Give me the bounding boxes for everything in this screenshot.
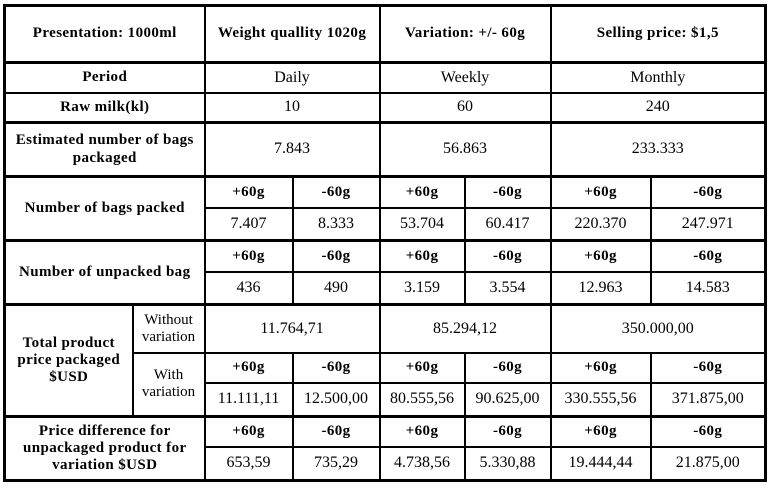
unpacked-bags-header: -60g (649, 239, 767, 273)
with-variation-value: 80.555,56 (378, 381, 466, 418)
total-price-label: Total product price packaged $USD (3, 303, 134, 418)
without-variation-label: Without variation (131, 303, 206, 354)
bags-packed-label: Number of bags packed (3, 175, 206, 242)
variation-cell: Variation: +/- 60g (378, 4, 552, 64)
estimated-bags-daily: 7.843 (203, 121, 381, 178)
price-difference-value: 19.444,44 (549, 445, 652, 482)
period-daily: Daily (203, 61, 381, 94)
price-difference-value: 653,59 (203, 445, 294, 482)
with-variation-value: 12.500,00 (291, 381, 381, 418)
with-variation-value: 90.625,00 (463, 381, 552, 418)
with-variation-value: 371.875,00 (649, 381, 767, 418)
with-variation-header: -60g (649, 351, 767, 384)
period-monthly: Monthly (549, 61, 767, 94)
price-difference-header: +60g (203, 415, 294, 448)
bags-packed-header: -60g (649, 175, 767, 209)
bags-packed-header: -60g (463, 175, 552, 209)
unpacked-bags-value: 490 (291, 270, 381, 306)
price-difference-header-row: Price difference for unpackaged product … (3, 415, 767, 482)
bags-packed-value: 220.370 (549, 206, 652, 242)
with-variation-value: 11.111,11 (203, 381, 294, 418)
selling-price-cell: Selling price: $1,5 (549, 4, 767, 64)
with-variation-header: -60g (463, 351, 552, 384)
with-variation-value: 330.555,56 (549, 381, 652, 418)
with-variation-header: -60g (291, 351, 381, 384)
period-weekly: Weekly (378, 61, 552, 94)
price-difference-header: -60g (463, 415, 552, 448)
estimated-bags-weekly: 56.863 (378, 121, 552, 178)
estimated-bags-label: Estimated number of bags packaged (3, 121, 206, 178)
weight-quality-cell: Weight quallity 1020g (203, 4, 381, 64)
bags-packed-value: 53.704 (378, 206, 466, 242)
estimated-bags-row: Estimated number of bags packaged 7.843 … (3, 121, 767, 178)
price-difference-header: -60g (291, 415, 381, 448)
bags-packed-value: 247.971 (649, 206, 767, 242)
bags-packed-header: -60g (291, 175, 381, 209)
price-difference-label: Price difference for unpackaged product … (3, 415, 206, 482)
total-price-with-variation-header-row: With variation +60g -60g +60g -60g +60g … (5, 351, 767, 418)
raw-milk-monthly: 240 (549, 91, 767, 124)
bags-packed-header: +60g (549, 175, 652, 209)
total-price-without-monthly: 350.000,00 (549, 303, 767, 354)
unpacked-bags-header-row: Number of unpacked bag +60g -60g +60g -6… (3, 239, 767, 306)
raw-milk-label: Raw milk(kl) (3, 91, 206, 124)
bags-packed-header: +60g (203, 175, 294, 209)
unpacked-bags-value: 436 (203, 270, 294, 306)
presentation-cell: Presentation: 1000ml (3, 4, 206, 64)
total-price-without-weekly: 85.294,12 (378, 303, 552, 354)
bags-packed-values-row: 7.407 8.333 53.704 60.417 220.370 247.97… (5, 206, 767, 242)
total-price-without-daily: 11.764,71 (203, 303, 381, 354)
unpacked-bags-value: 3.554 (463, 270, 552, 306)
price-difference-header: +60g (549, 415, 652, 448)
raw-milk-row: Raw milk(kl) 10 60 240 (3, 91, 767, 124)
unpacked-bags-header: +60g (549, 239, 652, 273)
bags-packed-header: +60g (378, 175, 466, 209)
total-price-with-variation-values-row: 11.111,11 12.500,00 80.555,56 90.625,00 … (5, 381, 767, 418)
unpacked-bags-value: 3.159 (378, 270, 466, 306)
header-row: Presentation: 1000ml Weight quallity 102… (3, 4, 767, 64)
milk-packaging-pricing-table: Presentation: 1000ml Weight quallity 102… (3, 4, 768, 482)
price-difference-value: 5.330,88 (463, 445, 552, 482)
total-price-without-variation-row: Total product price packaged $USD Withou… (3, 303, 767, 418)
price-difference-header: -60g (649, 415, 767, 448)
with-variation-header: +60g (378, 351, 466, 384)
price-difference-header: +60g (378, 415, 466, 448)
bags-packed-value: 7.407 (203, 206, 294, 242)
unpacked-bags-header: +60g (378, 239, 466, 273)
price-difference-value: 21.875,00 (649, 445, 767, 482)
period-label: Period (3, 61, 206, 94)
bags-packed-value: 8.333 (291, 206, 381, 242)
price-difference-value: 4.738,56 (378, 445, 466, 482)
with-variation-label: With variation (131, 351, 206, 418)
estimated-bags-monthly: 233.333 (549, 121, 767, 178)
unpacked-bags-label: Number of unpacked bag (3, 239, 206, 306)
unpacked-bags-header: -60g (291, 239, 381, 273)
with-variation-header: +60g (549, 351, 652, 384)
with-variation-header: +60g (203, 351, 294, 384)
raw-milk-weekly: 60 (378, 91, 552, 124)
price-difference-value: 735,29 (291, 445, 381, 482)
unpacked-bags-value: 14.583 (649, 270, 767, 306)
unpacked-bags-header: +60g (203, 239, 294, 273)
unpacked-bags-value: 12.963 (549, 270, 652, 306)
price-difference-values-row: 653,59 735,29 4.738,56 5.330,88 19.444,4… (5, 445, 767, 482)
raw-milk-daily: 10 (203, 91, 381, 124)
bags-packed-value: 60.417 (463, 206, 552, 242)
unpacked-bags-values-row: 436 490 3.159 3.554 12.963 14.583 (5, 270, 767, 306)
unpacked-bags-header: -60g (463, 239, 552, 273)
period-row: Period Daily Weekly Monthly (3, 61, 767, 94)
bags-packed-header-row: Number of bags packed +60g -60g +60g -60… (3, 175, 767, 242)
